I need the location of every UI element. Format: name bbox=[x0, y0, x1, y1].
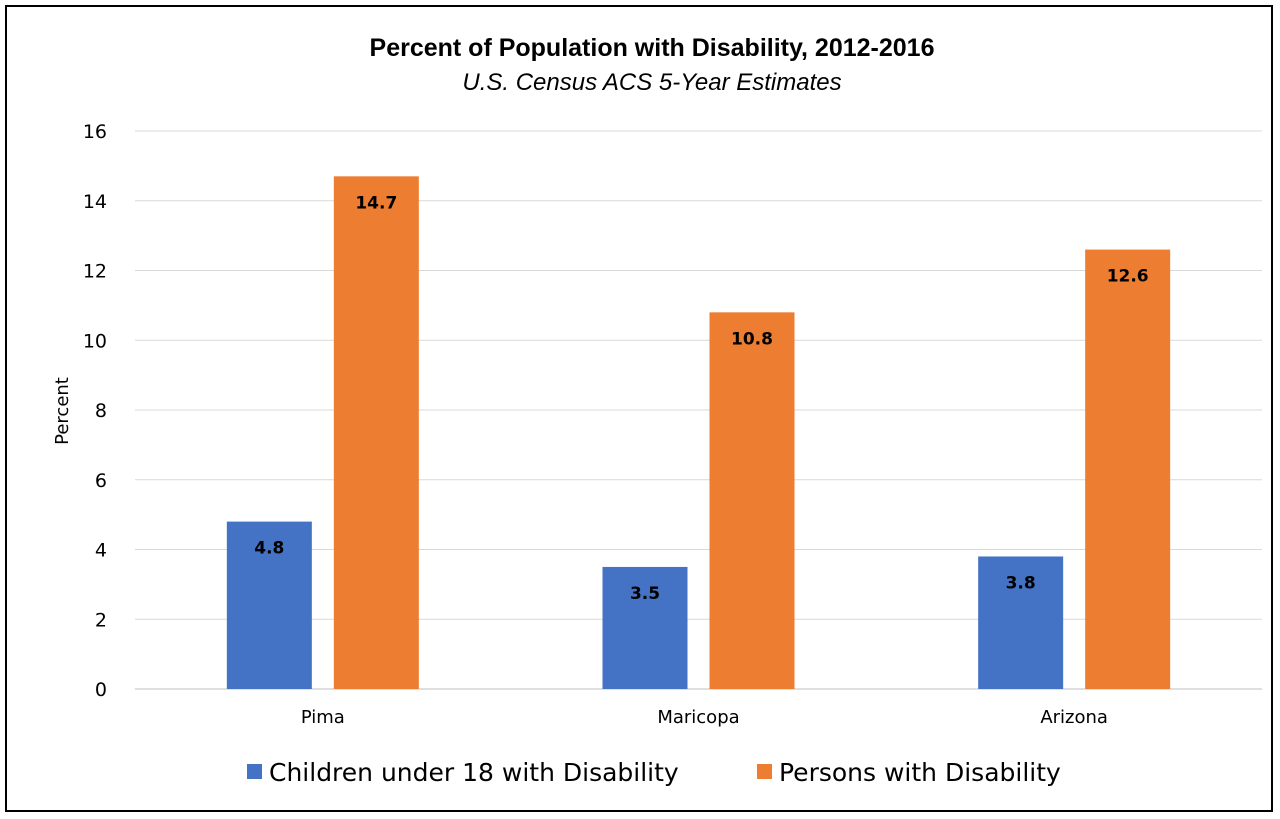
legend-label: Persons with Disability bbox=[779, 758, 1061, 787]
x-category-label: Maricopa bbox=[657, 707, 739, 728]
y-tick-label: 10 bbox=[83, 330, 107, 352]
bar-persons-maricopa bbox=[709, 312, 795, 689]
legend: Children under 18 with Disability Persons… bbox=[247, 758, 1061, 787]
chart-title: Percent of Population with Disability, 2… bbox=[370, 34, 935, 62]
y-axis-label: Percent bbox=[52, 377, 73, 445]
y-tick-label: 14 bbox=[83, 191, 107, 213]
bar-children-arizona bbox=[978, 556, 1064, 689]
bar-persons-arizona bbox=[1085, 249, 1171, 689]
data-label: 3.8 bbox=[1006, 573, 1036, 593]
y-tick-label: 12 bbox=[83, 261, 107, 283]
data-label: 12.6 bbox=[1107, 267, 1149, 287]
y-tick-label: 0 bbox=[95, 679, 107, 701]
bar-persons-pima bbox=[333, 176, 419, 689]
data-label: 10.8 bbox=[731, 329, 773, 349]
bar-children-pima bbox=[226, 521, 312, 689]
bar-children-maricopa bbox=[602, 566, 688, 689]
y-tick-label: 4 bbox=[95, 540, 107, 562]
data-label: 3.5 bbox=[630, 584, 660, 604]
data-labels: 4.8 14.7 3.5 10.8 3.8 12.6 bbox=[254, 193, 1148, 604]
x-category-label: Arizona bbox=[1040, 707, 1108, 728]
legend-label: Children under 18 with Disability bbox=[269, 758, 679, 787]
y-tick-label: 6 bbox=[95, 470, 107, 492]
y-tick-label: 8 bbox=[95, 400, 107, 422]
chart-subtitle: U.S. Census ACS 5-Year Estimates bbox=[462, 69, 841, 96]
data-label: 14.7 bbox=[355, 193, 397, 213]
x-category-label: Pima bbox=[301, 707, 345, 728]
data-label: 4.8 bbox=[254, 539, 284, 559]
y-tick-label: 16 bbox=[83, 121, 107, 143]
legend-swatch bbox=[757, 764, 772, 779]
y-axis-ticks: 0 2 4 6 8 10 12 14 16 bbox=[83, 121, 107, 701]
x-axis-categories: Pima Maricopa Arizona bbox=[301, 707, 1108, 728]
bars bbox=[226, 176, 1171, 689]
gridlines bbox=[135, 130, 1262, 690]
y-tick-label: 2 bbox=[95, 609, 107, 631]
legend-swatch bbox=[247, 764, 262, 779]
